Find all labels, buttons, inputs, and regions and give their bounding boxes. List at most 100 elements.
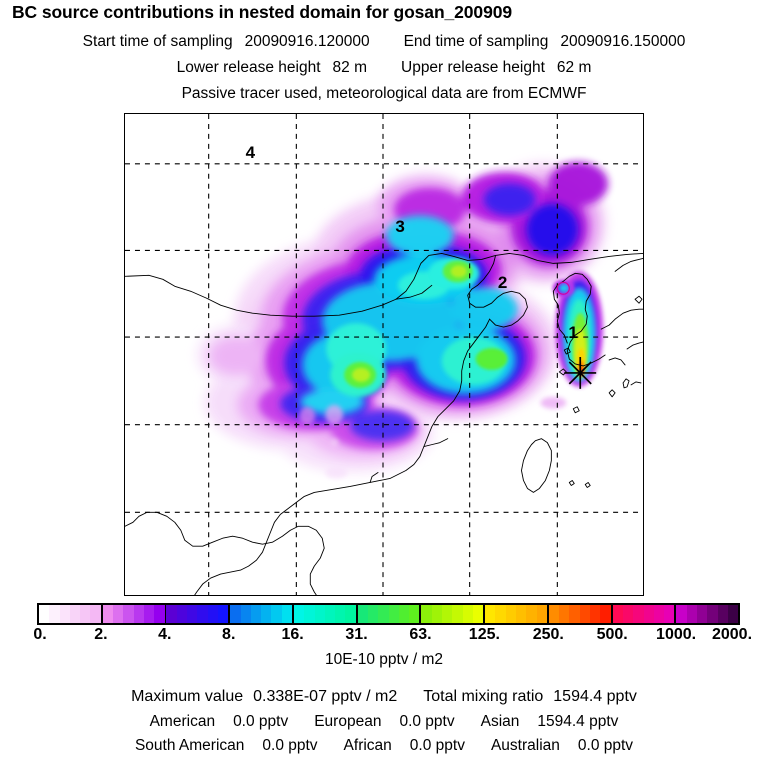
region-asian-label: Asian [480,713,520,730]
colorbar-step [304,605,315,623]
region-australian-value: 0.0 pptv [577,737,634,754]
colorbar-step [707,605,718,623]
end-time-label: End time of sampling [403,33,549,50]
colorbar-tick-10: 1000. [656,626,697,643]
colorbar-step [69,605,81,623]
map-plot-area: 4 3 2 1 [124,113,644,596]
colorbar-step [653,605,665,623]
summary-row-regions-1: American 0.0 pptv European 0.0 pptv Asian 159… [0,713,768,731]
start-time-value: 20090916.120000 [244,33,370,50]
colorbar-tick-3: 8. [222,626,236,643]
colorbar-tick-4: 16. [281,626,304,643]
colorbar-step [559,605,570,623]
region-australian-label: Australian [490,737,560,754]
colorbar-step [123,605,134,623]
map-inner: 4 3 2 1 [125,114,643,595]
colorbar-tick-11: 2000. [711,626,753,643]
colorbar-segment-4 [293,605,358,623]
colorbar-step [516,605,527,623]
colorbar-step [727,605,739,623]
colorbar-step [49,605,60,623]
colorbar-step [622,605,634,623]
region-south-american-value: 0.0 pptv [262,737,318,754]
colorbar-step [590,605,601,623]
total-mixing-ratio-value: 1594.4 pptv [553,688,637,705]
colorbar-step [633,605,644,623]
colorbar-step [39,605,50,623]
region-asian-value: 1594.4 pptv [537,713,619,730]
colorbar-step [59,605,70,623]
tracer-note: Passive tracer used, meteorological data… [181,85,587,102]
colorbar-segment-5 [357,605,422,623]
colorbar-step [378,605,389,623]
colorbar-segment-8 [548,605,613,623]
colorbar-segment-10 [676,605,739,623]
colorbar-step [324,605,336,623]
colorbar-step [462,605,473,623]
region-european-value: 0.0 pptv [399,713,455,730]
colorbar-step [176,605,188,623]
end-time-value: 20090916.150000 [560,33,686,50]
colorbar-segment-2 [166,605,231,623]
colorbar-step [717,605,728,623]
colorbar-tick-7: 125. [468,626,500,643]
upper-release-value: 62 m [556,59,592,76]
colorbar-step [293,605,305,623]
region-south-american-label: South American [134,737,245,754]
colorbar-step [600,605,611,623]
colorbar-segment-6 [421,605,486,623]
colorbar-step [388,605,399,623]
colorbar-step [569,605,580,623]
colorbar-step [207,605,218,623]
lower-release-label: Lower release height [176,59,321,76]
colorbar-step [686,605,697,623]
summary-row-totals: Maximum value 0.338E-07 pptv / m2 Total mi… [0,688,768,706]
colorbar-step [217,605,229,623]
colorbar-step [80,605,91,623]
max-value-label: Maximum value [131,688,244,705]
colorbar-step [230,605,241,623]
colorbar-step [281,605,292,623]
gridlines [125,114,643,595]
region-american-label: American [149,713,216,730]
colorbar-step [166,605,177,623]
colorbar-step [250,605,262,623]
colorbar-segment-7 [485,605,549,623]
coastline-overlay [125,252,643,595]
colorbar-step [643,605,654,623]
colorbar-step [261,605,272,623]
colorbar-step [536,605,547,623]
start-time-label: Start time of sampling [82,33,233,50]
upper-release-label: Upper release height [401,59,545,76]
colorbar-step [452,605,463,623]
colorbar-segment-3 [230,605,294,623]
colorbar-step [495,605,506,623]
colorbar-step [271,605,282,623]
colorbar-step [154,605,165,623]
colorbar-unit-label: 10E-10 pptv / m2 [324,651,444,668]
colorbar-step [409,605,420,623]
colorbar-step [187,605,198,623]
max-value-value: 0.338E-07 pptv / m2 [253,688,398,705]
colorbar-step [579,605,591,623]
colorbar-step [240,605,251,623]
release-height-row: Lower release height 82 m Upper release he… [0,59,768,77]
colorbar-tick-9: 500. [596,626,628,643]
lower-release-value: 82 m [332,59,367,76]
summary-row-regions-2: South American 0.0 pptv African 0.0 pptv Aus… [0,737,768,755]
concentration-field [196,161,609,479]
colorbar-step [696,605,708,623]
colorbar-step [431,605,442,623]
colorbar-tick-2: 4. [158,626,172,643]
colorbar-step [345,605,356,623]
colorbar-step [421,605,432,623]
colorbar-step [472,605,484,623]
colorbar-tick-1: 2. [94,626,108,643]
colorbar-step [664,605,675,623]
region-african-value: 0.0 pptv [409,737,465,754]
sampling-time-row: Start time of sampling 20090916.120000 End… [0,33,768,51]
colorbar-tick-labels: 0. 2. 4. 8. 16. 31. 63. 125. 250. 500. 1000. 2000. [0,626,768,646]
colorbar-segment-9 [612,605,677,623]
colorbar-step [526,605,537,623]
